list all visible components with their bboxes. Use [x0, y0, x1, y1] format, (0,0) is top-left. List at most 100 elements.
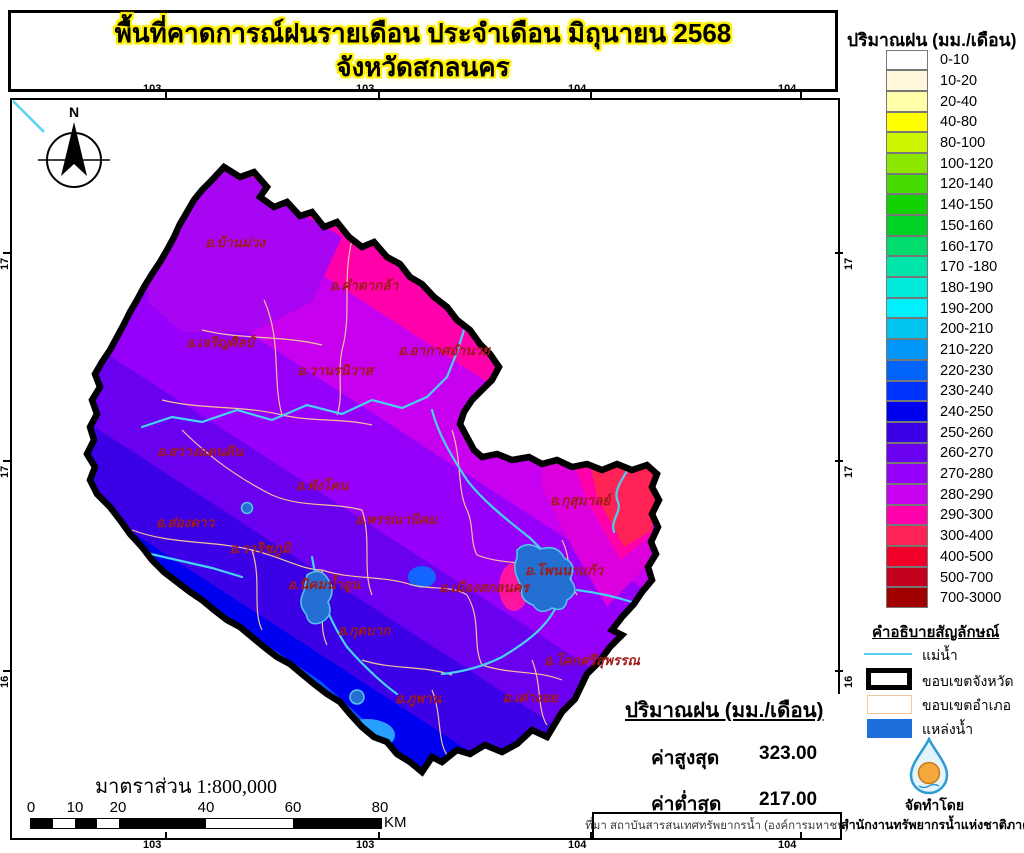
- legend-swatch: [886, 215, 928, 236]
- latitude-label-left: 17: [0, 257, 11, 270]
- legend-swatch: [886, 359, 928, 381]
- longitude-label-bottom: 104: [778, 839, 797, 851]
- symbols-legend-title: คำอธิบายสัญลักษณ์: [872, 624, 1000, 641]
- legend-swatch: [886, 380, 928, 402]
- map-title-box: พื้นที่คาดการณ์ฝนรายเดือน ประจำเดือน มิถ…: [8, 10, 838, 92]
- legend-class-row: 180-190: [886, 277, 1001, 299]
- legend-swatch: [886, 339, 928, 360]
- latitude-label-right: 17: [843, 257, 855, 270]
- rain-stats-header: ปริมาณฝน (มม./เดือน): [625, 699, 824, 722]
- legend-swatch: [886, 566, 928, 588]
- tick-mark: [165, 832, 167, 840]
- tick-mark: [590, 90, 592, 98]
- district-label: อ.คำตากล้า: [329, 278, 399, 293]
- legend-title: ปริมาณฝน (มม./เดือน): [847, 30, 1017, 50]
- tick-mark: [3, 252, 11, 254]
- legend-swatch: [886, 90, 928, 112]
- tick-mark: [165, 90, 167, 98]
- scalebar-tick-label: 80: [371, 799, 389, 816]
- tick-mark: [590, 832, 592, 840]
- legend-class-row: 120-140: [886, 173, 1001, 195]
- district-label: อ.กุสุมาลย์: [549, 493, 611, 508]
- legend-class-row: 160-170: [886, 235, 1001, 257]
- tick-mark: [378, 832, 380, 840]
- province-boundary-label: ขอบเขตจังหวัด: [922, 673, 1014, 689]
- tick-mark: [800, 90, 802, 98]
- min-label: ค่าต่ำสุด: [651, 794, 722, 815]
- max-label: ค่าสูงสุด: [651, 748, 720, 769]
- legend-range-label: 270-280: [940, 466, 994, 483]
- tick-mark: [835, 460, 843, 462]
- legend-range-label: 20-40: [940, 93, 978, 110]
- legend-class-row: 230-240: [886, 380, 1001, 402]
- district-label: อ.นิคมน้ำอูน: [287, 577, 361, 592]
- legend-range-label: 150-160: [940, 217, 994, 234]
- legend-class-row: 0-10: [886, 49, 1001, 71]
- compass-n-label: N: [69, 104, 79, 120]
- legend-range-label: 100-120: [940, 155, 994, 172]
- legend-swatch: [886, 525, 928, 546]
- district-label: อ.สว่างแดนดิน: [156, 444, 244, 459]
- water-body-label: แหล่งน้ำ: [922, 721, 974, 737]
- map-frame: N อ.บ้านม่วง อ.คำตากล้า อ.เจริญศิลป์ อ.อากา…: [10, 98, 840, 840]
- tick-mark: [835, 252, 843, 254]
- north-arrow: [61, 122, 87, 176]
- scalebar-tick-label: 40: [197, 799, 215, 816]
- river-symbol: [864, 653, 912, 655]
- legend-range-label: 300-400: [940, 528, 994, 545]
- legend-range-label: 220-230: [940, 362, 994, 379]
- scalebar-tick-label: 0: [26, 799, 36, 816]
- district-boundary-label: ขอบเขตอำเภอ: [922, 697, 1012, 713]
- scalebar-tick-label: 20: [109, 799, 127, 816]
- legend-range-label: 40-80: [940, 114, 978, 131]
- legend-swatch: [886, 277, 928, 298]
- legend-range-label: 240-250: [940, 404, 994, 421]
- legend-class-row: 100-120: [886, 152, 1001, 174]
- legend-range-label: 250-260: [940, 424, 994, 441]
- legend-range-label: 700-3000: [940, 590, 1002, 607]
- legend-swatch: [886, 235, 928, 257]
- legend-swatch: [886, 70, 928, 91]
- legend-swatch: [886, 483, 928, 505]
- district-label: อ.บ้านม่วง: [205, 235, 265, 250]
- legend-class-row: 260-270: [886, 442, 1001, 464]
- legend-range-label: 280-290: [940, 486, 994, 503]
- water-bodies: [240, 501, 576, 705]
- legend-range-label: 260-270: [940, 445, 994, 462]
- wave-icon: [918, 783, 940, 789]
- district-label: อ.พรรณานิคม: [354, 512, 438, 527]
- legend-class-row: 80-100: [886, 132, 1001, 154]
- legend-class-row: 290-300: [886, 504, 1001, 526]
- district-label: อ.เต่างอย: [502, 690, 558, 705]
- district-label: อ.ภูพาน: [394, 691, 442, 706]
- legend-class-row: 150-160: [886, 215, 1001, 237]
- map-title-line2: จังหวัดสกลนคร: [336, 52, 510, 82]
- compass-rose: N: [38, 104, 110, 188]
- longitude-label-bottom: 104: [568, 839, 587, 851]
- legend-swatch: [886, 49, 928, 71]
- district-label: อ.เมืองสกลนคร: [439, 580, 529, 595]
- district-label: อ.วาริชภูมิ: [229, 541, 291, 556]
- legend-range-label: 200-210: [940, 321, 994, 338]
- nam-un-reservoir: [300, 570, 333, 625]
- latitude-label-right: 16: [843, 675, 855, 688]
- legend-class-row: 140-150: [886, 194, 1001, 216]
- max-value-row: ค่าสูงสุด 323.00: [625, 743, 840, 773]
- emblem-icon: [917, 761, 941, 785]
- legend-swatch: [886, 132, 928, 153]
- agency-logo: [909, 737, 949, 795]
- credit-label: จัดทำโดย: [904, 797, 965, 813]
- legend-swatch: [886, 256, 928, 278]
- legend-class-row: 270-280: [886, 463, 1001, 485]
- scalebar-tick-label: 60: [284, 799, 302, 816]
- scale-unit-label: KM: [384, 814, 407, 831]
- province-boundary: [83, 162, 663, 777]
- legend-swatch: [886, 587, 928, 609]
- legend-class-row: 200-210: [886, 318, 1001, 340]
- longitude-label-bottom: 103: [143, 839, 162, 851]
- legend-class-row: 40-80: [886, 111, 1001, 133]
- longitude-label-bottom: 103: [356, 839, 375, 851]
- scale-ratio-label: มาตราส่วน 1:800,000: [95, 776, 278, 798]
- legend-class-row: 280-290: [886, 483, 1001, 505]
